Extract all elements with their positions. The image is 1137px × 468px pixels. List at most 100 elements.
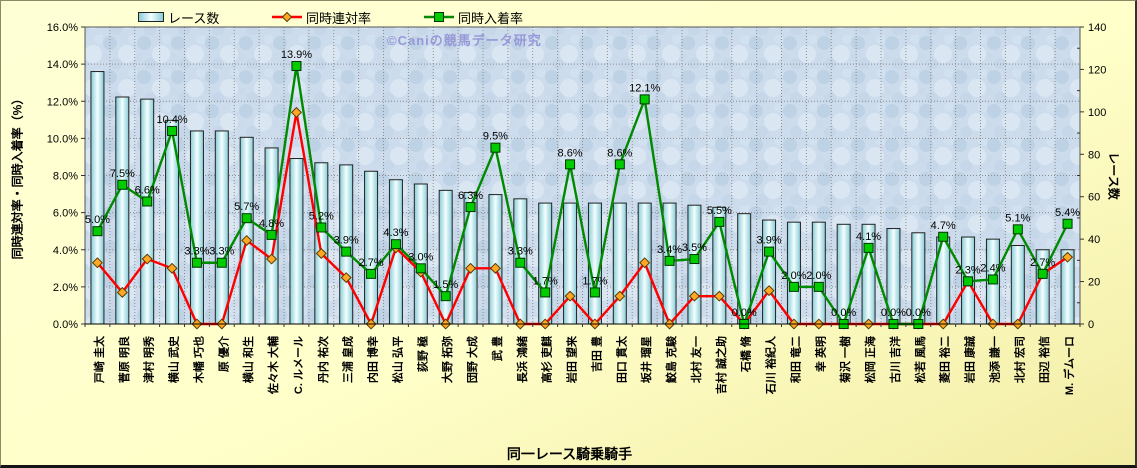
rentai-diamond-marker	[489, 262, 501, 274]
category-label: 吉村 誠之助	[714, 336, 728, 394]
nyuchaku-square-marker	[689, 254, 700, 265]
race-count-bar	[140, 98, 155, 325]
data-label: 1.7%	[533, 275, 558, 287]
data-label: 0.0%	[906, 307, 931, 319]
category-label: 佐々木 大輔	[266, 336, 280, 395]
rentai-diamond-marker	[241, 234, 253, 246]
rentai-diamond-marker	[465, 262, 477, 274]
nyuchaku-square-marker	[788, 281, 799, 292]
nyuchaku-square-marker	[415, 263, 426, 274]
race-count-bar	[687, 204, 702, 325]
x-axis-title: 同一レース騎乗騎手	[506, 446, 633, 462]
right-axis-tick-label: 140	[1088, 22, 1106, 34]
category-label: 田辺 裕信	[1037, 336, 1051, 383]
category-label: 横山 和生	[241, 336, 255, 383]
data-label: 2.4%	[980, 262, 1005, 274]
nyuchaku-square-marker	[764, 246, 775, 257]
nyuchaku-square-marker	[440, 291, 451, 302]
category-label: 石橋 脩	[739, 335, 753, 373]
right-axis-tick-label: 80	[1088, 149, 1100, 161]
nyuchaku-square-marker	[664, 255, 675, 266]
data-label: 0.0%	[732, 307, 757, 319]
category-label: 幸 英明	[813, 336, 827, 372]
nyuchaku-square-marker	[266, 229, 277, 240]
left-axis-tick-label: 8.0%	[53, 171, 78, 183]
data-label: 4.8%	[259, 218, 284, 230]
category-label: 戸崎 圭太	[92, 335, 106, 383]
category-label: 北村 友一	[689, 336, 703, 383]
watermark: ©Caniの競馬データ研究	[387, 33, 542, 48]
rentai-diamond-marker	[340, 272, 352, 284]
nyuchaku-square-marker	[191, 257, 202, 268]
rentai-diamond-marker	[290, 106, 302, 118]
data-label: 4.1%	[856, 231, 881, 243]
nyuchaku-square-marker	[987, 274, 998, 285]
rentai-diamond-marker	[266, 253, 278, 265]
race-count-bar	[563, 202, 578, 325]
nyuchaku-square-marker	[167, 125, 178, 136]
nyuchaku-square-marker	[1012, 224, 1023, 235]
data-label: 9.5%	[483, 131, 508, 143]
rentai-diamond-marker	[315, 247, 327, 259]
data-label: 0.0%	[831, 307, 856, 319]
right-axis-title: レース数	[1106, 152, 1121, 200]
data-label: 7.5%	[110, 168, 135, 180]
data-label: 3.5%	[682, 242, 707, 254]
right-axis-tick-label: 20	[1088, 277, 1100, 289]
legend-label: 同時入着率	[458, 10, 524, 26]
category-label: 菊沢 一樹	[838, 336, 852, 383]
race-count-bar	[189, 130, 204, 325]
nyuchaku-square-marker	[142, 196, 153, 207]
right-axis-tick-label: 40	[1088, 234, 1100, 246]
data-label: 5.0%	[85, 214, 110, 226]
data-label: 3.3%	[508, 246, 533, 258]
category-label: 団野 大成	[465, 336, 479, 383]
left-axis-tick-label: 14.0%	[47, 59, 78, 71]
data-label: 5.2%	[309, 210, 334, 222]
legend-label: 同時連対率	[306, 10, 372, 26]
data-label: 2.0%	[781, 270, 806, 282]
right-axis-tick-label: 100	[1088, 107, 1106, 119]
data-label: 13.9%	[281, 49, 312, 61]
category-label: C. ルメール	[293, 336, 305, 394]
data-label: 8.6%	[558, 147, 583, 159]
data-label: 6.3%	[458, 190, 483, 202]
category-label: 岩田 康誠	[963, 336, 977, 384]
left-axis-tick-label: 16.0%	[47, 22, 78, 34]
category-label: 鮫島 克駿	[664, 335, 678, 383]
category-label: 丹内 祐次	[316, 336, 330, 383]
right-axis-tick-label: 120	[1088, 64, 1106, 76]
nyuchaku-square-marker	[216, 257, 227, 268]
nyuchaku-square-marker	[714, 216, 725, 227]
category-label: 田口 貫太	[614, 335, 628, 383]
race-count-bar	[214, 130, 229, 325]
rentai-diamond-marker	[639, 257, 651, 269]
red-line-diamond-swatch-icon	[272, 11, 302, 23]
data-label: 0.0%	[881, 307, 906, 319]
race-count-bar	[612, 202, 627, 325]
nyuchaku-square-marker	[341, 246, 352, 257]
race-count-bar	[289, 158, 304, 325]
category-label: M. デムーロ	[1062, 336, 1076, 395]
right-axis-tick-label: 0	[1088, 319, 1094, 331]
data-label: 5.4%	[1055, 207, 1080, 219]
right-axis-tick-label: 60	[1088, 192, 1100, 204]
category-label: 岩田 望来	[565, 335, 579, 384]
data-label: 3.0%	[408, 251, 433, 263]
rentai-diamond-marker	[166, 262, 178, 274]
category-label: 和田 竜二	[788, 336, 802, 383]
nyuchaku-square-marker	[1062, 218, 1073, 229]
nyuchaku-square-marker	[565, 159, 576, 170]
category-label: 松山 弘平	[390, 336, 404, 383]
nyuchaku-square-marker	[614, 159, 625, 170]
rentai-diamond-marker	[1062, 251, 1074, 263]
rentai-diamond-marker	[141, 253, 153, 265]
category-label: 津村 明秀	[142, 336, 156, 383]
data-label: 10.4%	[156, 114, 187, 126]
data-label: 2.0%	[806, 270, 831, 282]
data-label: 4.7%	[931, 220, 956, 232]
category-label: 内田 博幸	[366, 336, 380, 383]
category-label: 松岡 正海	[863, 336, 877, 383]
rentai-diamond-marker	[564, 290, 576, 302]
